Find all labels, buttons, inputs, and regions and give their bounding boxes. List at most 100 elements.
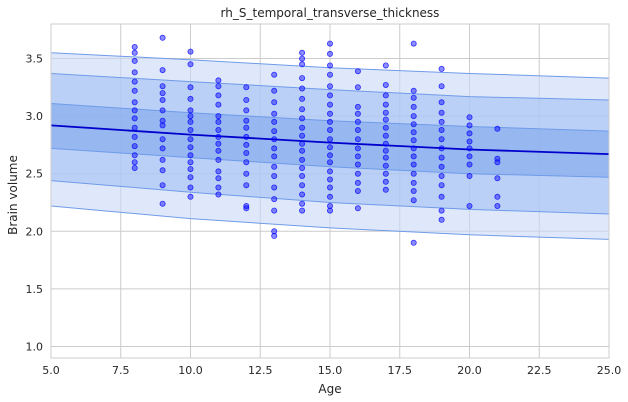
data-point [271,118,278,125]
data-point [215,127,222,134]
x-tick-label: 5.0 [42,364,60,377]
data-point [159,167,166,174]
data-point [187,61,194,68]
data-point [131,159,138,166]
data-point [410,121,417,128]
data-point [410,129,417,136]
data-point [243,97,250,104]
data-point [215,101,222,108]
data-point [243,170,250,177]
data-point [326,62,333,69]
data-point [187,159,194,166]
data-point [326,40,333,47]
data-point [410,113,417,120]
prediction-band-inner-upper-edge [50,103,610,132]
data-point [187,174,194,181]
data-point [326,136,333,143]
data-point [215,118,222,125]
data-point [354,145,361,152]
data-point [410,239,417,246]
data-point [410,179,417,186]
data-point [326,152,333,159]
data-point [466,172,473,179]
data-point [382,109,389,116]
data-point [410,87,417,94]
data-point [299,124,306,131]
data-point [354,127,361,134]
data-point [215,168,222,175]
data-point [354,110,361,117]
data-point [299,164,306,171]
y-tick-label: 1.0 [26,340,44,353]
data-point [299,55,306,62]
data-point [131,124,138,131]
data-point [243,117,250,124]
y-tick-label: 2.5 [26,168,44,181]
data-point [187,118,194,125]
data-point [131,69,138,76]
data-point [215,140,222,147]
y-tick-label: 1.5 [26,283,44,296]
data-point [243,149,250,156]
x-tick-labels: 5.0 7.5 10.0 12.5 15.0 17.5 20.0 22.5 25.0 [42,364,621,377]
data-point [326,207,333,214]
x-tick-label: 15.0 [318,364,343,377]
x-tick-label: 10.0 [178,364,203,377]
data-point [131,99,138,106]
data-point [438,83,445,90]
data-point [131,107,138,114]
data-point [410,161,417,168]
data-point [354,179,361,186]
data-point [466,202,473,209]
data-point [382,116,389,123]
data-point [466,130,473,137]
data-point [187,107,194,114]
data-point [187,193,194,200]
data-point [382,82,389,89]
data-point [215,77,222,84]
data-point [271,136,278,143]
data-point [187,184,194,191]
data-point [187,152,194,159]
data-point [299,106,306,113]
data-point [382,124,389,131]
data-point [410,103,417,110]
data-point [410,153,417,160]
data-point [438,127,445,134]
plot-frame [50,23,610,359]
data-point [354,103,361,110]
data-point [494,175,501,182]
data-point [438,193,445,200]
data-point [326,176,333,183]
data-point [187,84,194,91]
data-point [326,193,333,200]
data-point [438,136,445,143]
data-point [438,163,445,170]
data-point [354,118,361,125]
data-point [299,172,306,179]
data-point [299,132,306,139]
data-point [438,145,445,152]
data-point [326,127,333,134]
data-point [438,182,445,189]
data-point [215,191,222,198]
data-point [326,110,333,117]
data-point [326,92,333,99]
data-point [438,118,445,125]
data-point [382,147,389,154]
data-point [438,65,445,72]
prediction-band-outer-lower-edge [50,205,610,240]
data-point [271,207,278,214]
data-point [438,216,445,223]
data-point [382,186,389,193]
data-point [131,78,138,85]
data-point [382,154,389,161]
data-point [382,140,389,147]
data-point [159,156,166,163]
x-tick-label: 20.0 [457,364,482,377]
data-point [215,175,222,182]
data-point [271,184,278,191]
data-point [410,170,417,177]
data-point [243,205,250,212]
x-axis-label: Age [318,382,341,396]
